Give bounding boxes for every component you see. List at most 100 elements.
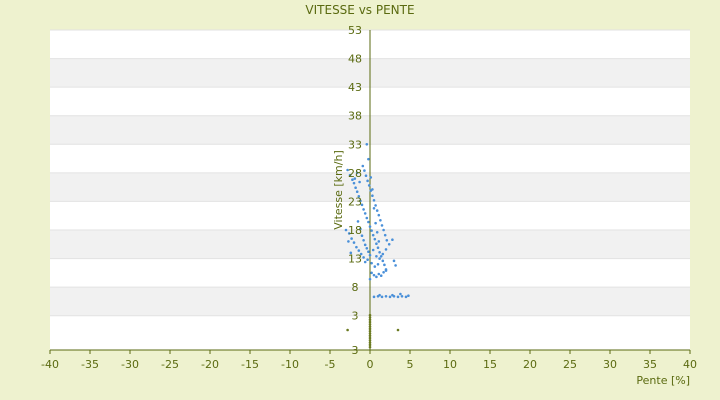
scatter-point [362,208,365,211]
scatter-point [379,274,383,278]
scatter-point [377,272,381,276]
scatter-point [375,242,378,246]
scatter-point [368,345,372,349]
x-tick-label: -25 [161,358,179,371]
axes [49,30,691,354]
scatter-point [360,234,364,238]
scatter-point [359,227,362,231]
scatter-point [368,277,372,281]
scatter-point [375,254,378,258]
scatter-point [355,171,359,175]
scatter-point [399,292,402,296]
scatter-point [366,258,369,262]
scatter-point [365,142,369,146]
scatter-point [368,338,372,342]
x-tick-label: -35 [81,358,99,371]
x-tick-label: -5 [325,358,336,371]
scatter-point [381,259,385,263]
scatter-point [368,318,372,322]
scatter-point [378,257,381,260]
scatter-point [375,230,379,234]
scatter-point [371,233,375,237]
scatter-point [351,178,354,182]
x-tick-label: 30 [603,358,617,371]
y-tick-label: 33 [348,138,362,151]
scatter-point [350,237,353,240]
scatter-point [378,250,381,254]
scatter-point [372,206,376,210]
scatter-point [358,180,361,184]
x-tick-label: 10 [443,358,457,371]
y-tick-label: 23 [348,195,362,208]
scatter-point [370,271,373,275]
x-tick-label: -40 [41,358,59,371]
scatter-point [368,327,372,331]
scatter-point [363,243,367,247]
x-tick-label: 5 [407,358,414,371]
scatter-point [368,225,372,228]
scatter-point [357,249,361,252]
scatter-point [373,265,377,268]
scatter-point [380,295,384,299]
scatter-point [383,263,386,267]
chart-title: VITESSE vs PENTE [305,3,414,17]
scatter-point [359,252,363,256]
scatter-point [354,186,357,190]
scatter-point [365,246,369,250]
scatter-point [361,164,365,168]
data-points [344,142,410,349]
scatter-point [383,233,387,237]
scatter-point [378,293,381,297]
y-tick-label: 53 [348,24,362,37]
scatter-point [375,275,378,279]
x-tick-label: -10 [281,358,299,371]
scatter-point [367,157,370,161]
y-tick-label: 3 [352,344,359,357]
scatter-point [404,295,408,299]
scatter-point [396,295,400,299]
y-tick-label: 18 [348,224,362,237]
scatter-point [376,262,380,266]
scatter-point [391,293,394,297]
scatter-point [368,334,372,338]
scatter-point [392,259,396,263]
scatter-point [368,320,372,324]
x-tick-label: 40 [683,358,697,371]
scatter-point [362,256,365,259]
scatter-point [374,221,377,225]
scatter-point [407,294,410,298]
scatter-point [349,251,353,255]
scatter-point [373,237,377,241]
x-tick-label: 25 [563,358,577,371]
scatter-point [382,228,385,232]
scatter-point [368,343,372,347]
scatter-point [372,198,376,202]
scatter-point [366,179,369,183]
scatter-point [368,313,372,317]
y-tick-label: 43 [348,81,362,94]
y-axis-title: Vitesse [km/h] [332,150,345,230]
scatter-point [376,246,380,250]
scatter-point [360,203,364,207]
scatter-point [387,242,391,246]
scatter-point [377,213,381,217]
scatter-point [368,332,372,335]
scatter-point [377,240,381,243]
x-tick-label: -30 [121,358,139,371]
y-tick-label: 3 [352,310,359,323]
x-tick-label: -20 [201,358,219,371]
scatter-point [394,264,397,267]
scatter-point [367,184,371,187]
scatter-point [381,252,385,256]
scatter-point [368,325,372,328]
y-tick-label: 13 [348,253,362,266]
y-tick-label: 28 [348,167,362,180]
scatter-point [347,232,351,235]
scatter-point [368,253,372,257]
scatter-point [374,204,377,207]
scatter-point [363,260,367,264]
scatter-point [368,336,372,340]
x-axis-title: Pente [%] [636,374,690,387]
scatter-point [362,238,365,242]
